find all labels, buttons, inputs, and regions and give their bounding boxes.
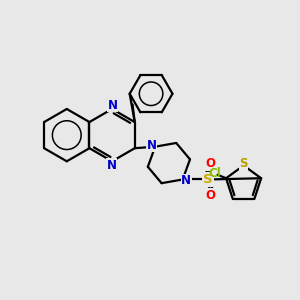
Text: N: N [181, 175, 191, 188]
Text: N: N [147, 139, 157, 152]
Text: S: S [239, 157, 248, 169]
Text: O: O [206, 189, 216, 202]
Text: N: N [108, 99, 118, 112]
Text: S: S [203, 173, 213, 186]
Text: Cl: Cl [208, 167, 221, 180]
Text: N: N [106, 159, 116, 172]
Text: O: O [206, 157, 216, 170]
